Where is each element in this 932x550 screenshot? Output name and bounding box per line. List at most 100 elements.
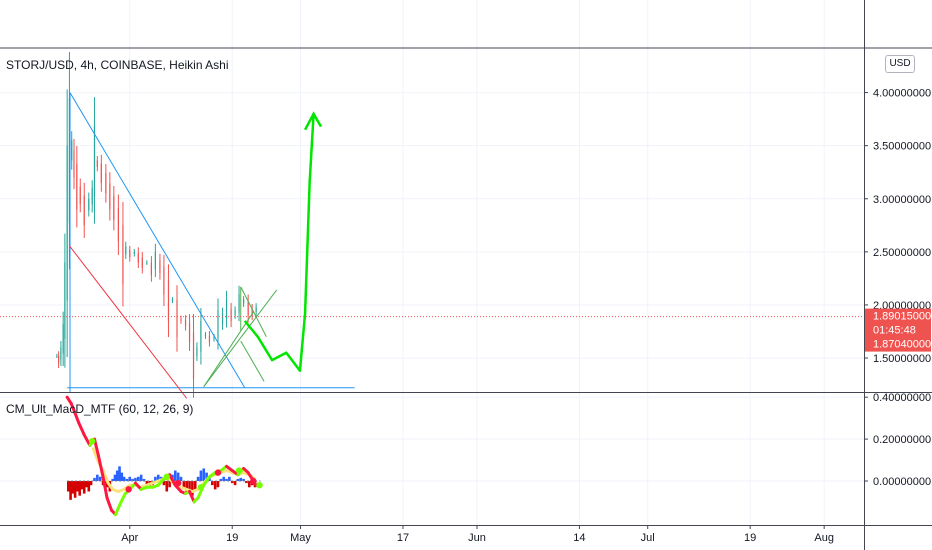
candle-body — [62, 324, 64, 354]
macd-histogram-bar — [71, 481, 75, 494]
macd-line-segment — [202, 475, 211, 487]
trend-drawings — [67, 92, 355, 399]
macd-histogram-bar — [93, 477, 96, 481]
time-tick-label: Jun — [468, 532, 486, 544]
candle-body — [217, 310, 219, 338]
fan-line-middle — [203, 311, 255, 387]
candle-body — [213, 336, 215, 339]
macd-histogram-bar — [222, 476, 225, 481]
candle-body — [113, 196, 115, 220]
candle-body — [204, 334, 207, 337]
wedge-line-bottom — [240, 340, 265, 382]
macd-histogram-bar — [174, 470, 177, 481]
macd-histogram-bar — [230, 481, 234, 484]
macd-histogram-bar — [162, 481, 166, 486]
macd-histogram-bar — [219, 478, 223, 481]
macd-line-segment — [118, 492, 127, 506]
candle-body — [66, 145, 68, 301]
macd-histogram-bar — [145, 481, 149, 486]
macd-histogram-bar — [179, 476, 183, 481]
macd-line-segment — [105, 496, 114, 512]
candle-body — [64, 262, 66, 339]
macd-histogram-bar — [247, 481, 251, 488]
candle-body — [238, 294, 240, 313]
macd-histogram-bar — [199, 470, 203, 481]
wedge-line-top — [240, 286, 267, 338]
macd-histogram-bar — [213, 481, 217, 490]
price-tick-label: 3.50000000 — [873, 141, 931, 153]
macd-histogram-bar — [69, 481, 72, 500]
macd-histogram-bar — [111, 478, 114, 481]
candle-body — [93, 124, 96, 197]
macd-histogram-bar — [185, 481, 188, 494]
candle-body — [137, 252, 139, 263]
macd-histogram-bar — [87, 481, 91, 492]
candle-body — [71, 140, 73, 161]
candle-body — [251, 308, 253, 316]
currency-button[interactable]: USD — [885, 55, 915, 73]
macd-line-segment — [69, 401, 77, 414]
macd-histogram-bar — [202, 468, 206, 481]
candle-body — [109, 183, 111, 210]
candle-body — [73, 150, 75, 178]
candle-body — [83, 195, 85, 226]
macd-histogram-bar — [176, 472, 180, 481]
macd-histogram-bar — [76, 481, 79, 492]
macd-histogram-bar — [122, 476, 126, 481]
candle-body — [196, 347, 198, 356]
candle-body — [171, 299, 174, 301]
macd-histogram-bar — [205, 472, 208, 481]
macd-histogram-bar — [188, 481, 191, 492]
macd-histogram-bar — [134, 477, 137, 481]
macd-histogram-bar — [168, 481, 171, 488]
macd-histogram-bar — [191, 481, 194, 496]
projection-arrow-head — [303, 111, 323, 131]
candle-body — [243, 299, 245, 304]
candle-body — [188, 322, 191, 343]
macd-line-segment — [188, 489, 196, 504]
macd-histogram-bar — [96, 474, 99, 481]
macd-cross-marker — [235, 467, 243, 474]
macd-cross-marker — [197, 484, 205, 491]
candle-body — [58, 355, 60, 364]
candle-body — [146, 262, 148, 264]
macd-histogram-bar — [118, 466, 121, 481]
time-tick-label: 17 — [397, 532, 409, 544]
indicator-tick-label: 0.40000000 — [873, 392, 931, 404]
candle-body — [122, 224, 124, 284]
macd-histogram-bar — [242, 478, 245, 481]
macd-line-segment — [73, 410, 81, 424]
triangle-upper-line — [69, 92, 246, 389]
time-tick-label: Aug — [814, 532, 834, 544]
candle-body — [176, 300, 178, 337]
macd-histogram-bar — [115, 470, 119, 481]
indicator-pane — [65, 395, 263, 517]
macd-histogram-bar — [142, 478, 146, 481]
macd-histogram-bar — [139, 474, 143, 481]
macd-cross-marker — [250, 477, 257, 485]
main-legend: STORJ/USD, 4h, COINBASE, Heikin Ashi — [6, 58, 229, 72]
macd-line-segment — [114, 502, 122, 517]
candle-body — [234, 310, 236, 316]
macd-histogram-bar — [82, 481, 86, 494]
candle-body — [125, 246, 127, 255]
macd-histogram-bar — [128, 476, 132, 481]
candle-body — [68, 97, 71, 224]
macd-histogram-bar — [78, 481, 81, 496]
macd-line-segment — [77, 420, 86, 437]
candle-body — [225, 299, 228, 319]
macd-histogram-bar — [211, 481, 214, 486]
candle-body — [141, 257, 143, 268]
macd-histogram-bar — [196, 476, 200, 481]
price-badge — [865, 308, 931, 324]
price-badge-label: 01:45:48 — [873, 325, 916, 337]
macd-histogram-bar — [236, 478, 240, 481]
price-badge — [865, 322, 931, 338]
candles — [56, 51, 257, 398]
macd-line-segment — [96, 454, 105, 479]
candle-body — [60, 347, 62, 360]
price-tick-label: 3.00000000 — [873, 194, 931, 206]
indicator-tick-label: 0.00000000 — [873, 476, 931, 488]
